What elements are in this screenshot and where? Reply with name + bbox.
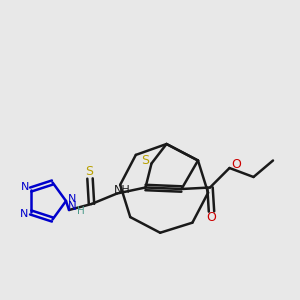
- Text: N: N: [68, 194, 76, 204]
- Text: O: O: [206, 211, 216, 224]
- Text: H: H: [77, 206, 85, 216]
- Text: S: S: [141, 154, 149, 167]
- Text: NH: NH: [114, 185, 131, 195]
- Text: N: N: [68, 200, 77, 213]
- Text: N: N: [21, 182, 29, 191]
- Text: S: S: [85, 165, 93, 178]
- Text: N: N: [20, 209, 28, 219]
- Text: O: O: [231, 158, 241, 172]
